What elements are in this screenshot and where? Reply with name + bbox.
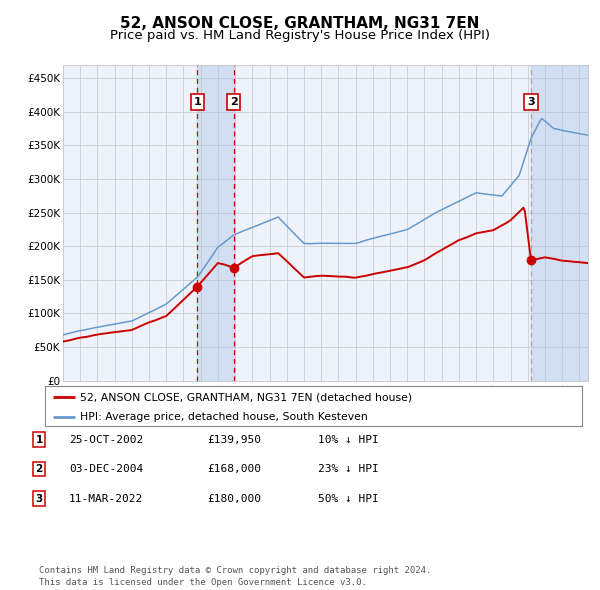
Bar [197,65,234,381]
Text: 10% ↓ HPI: 10% ↓ HPI [318,435,379,444]
Text: 3: 3 [35,494,43,503]
Text: 52, ANSON CLOSE, GRANTHAM, NG31 7EN: 52, ANSON CLOSE, GRANTHAM, NG31 7EN [121,16,479,31]
Text: 2: 2 [230,97,238,107]
Text: 52, ANSON CLOSE, GRANTHAM, NG31 7EN (detached house): 52, ANSON CLOSE, GRANTHAM, NG31 7EN (det… [80,392,412,402]
Text: 25-OCT-2002: 25-OCT-2002 [69,435,143,444]
Text: Contains HM Land Registry data © Crown copyright and database right 2024.
This d: Contains HM Land Registry data © Crown c… [39,566,431,587]
Text: 2: 2 [35,464,43,474]
Text: £139,950: £139,950 [207,435,261,444]
Text: 50% ↓ HPI: 50% ↓ HPI [318,494,379,503]
Text: £168,000: £168,000 [207,464,261,474]
Text: 3: 3 [527,97,535,107]
Text: 1: 1 [35,435,43,444]
Text: £180,000: £180,000 [207,494,261,503]
Text: 23% ↓ HPI: 23% ↓ HPI [318,464,379,474]
Text: Price paid vs. HM Land Registry's House Price Index (HPI): Price paid vs. HM Land Registry's House … [110,29,490,42]
Text: HPI: Average price, detached house, South Kesteven: HPI: Average price, detached house, Sout… [80,412,368,422]
Text: 1: 1 [194,97,202,107]
Bar [531,65,588,381]
Text: 11-MAR-2022: 11-MAR-2022 [69,494,143,503]
Text: 03-DEC-2004: 03-DEC-2004 [69,464,143,474]
